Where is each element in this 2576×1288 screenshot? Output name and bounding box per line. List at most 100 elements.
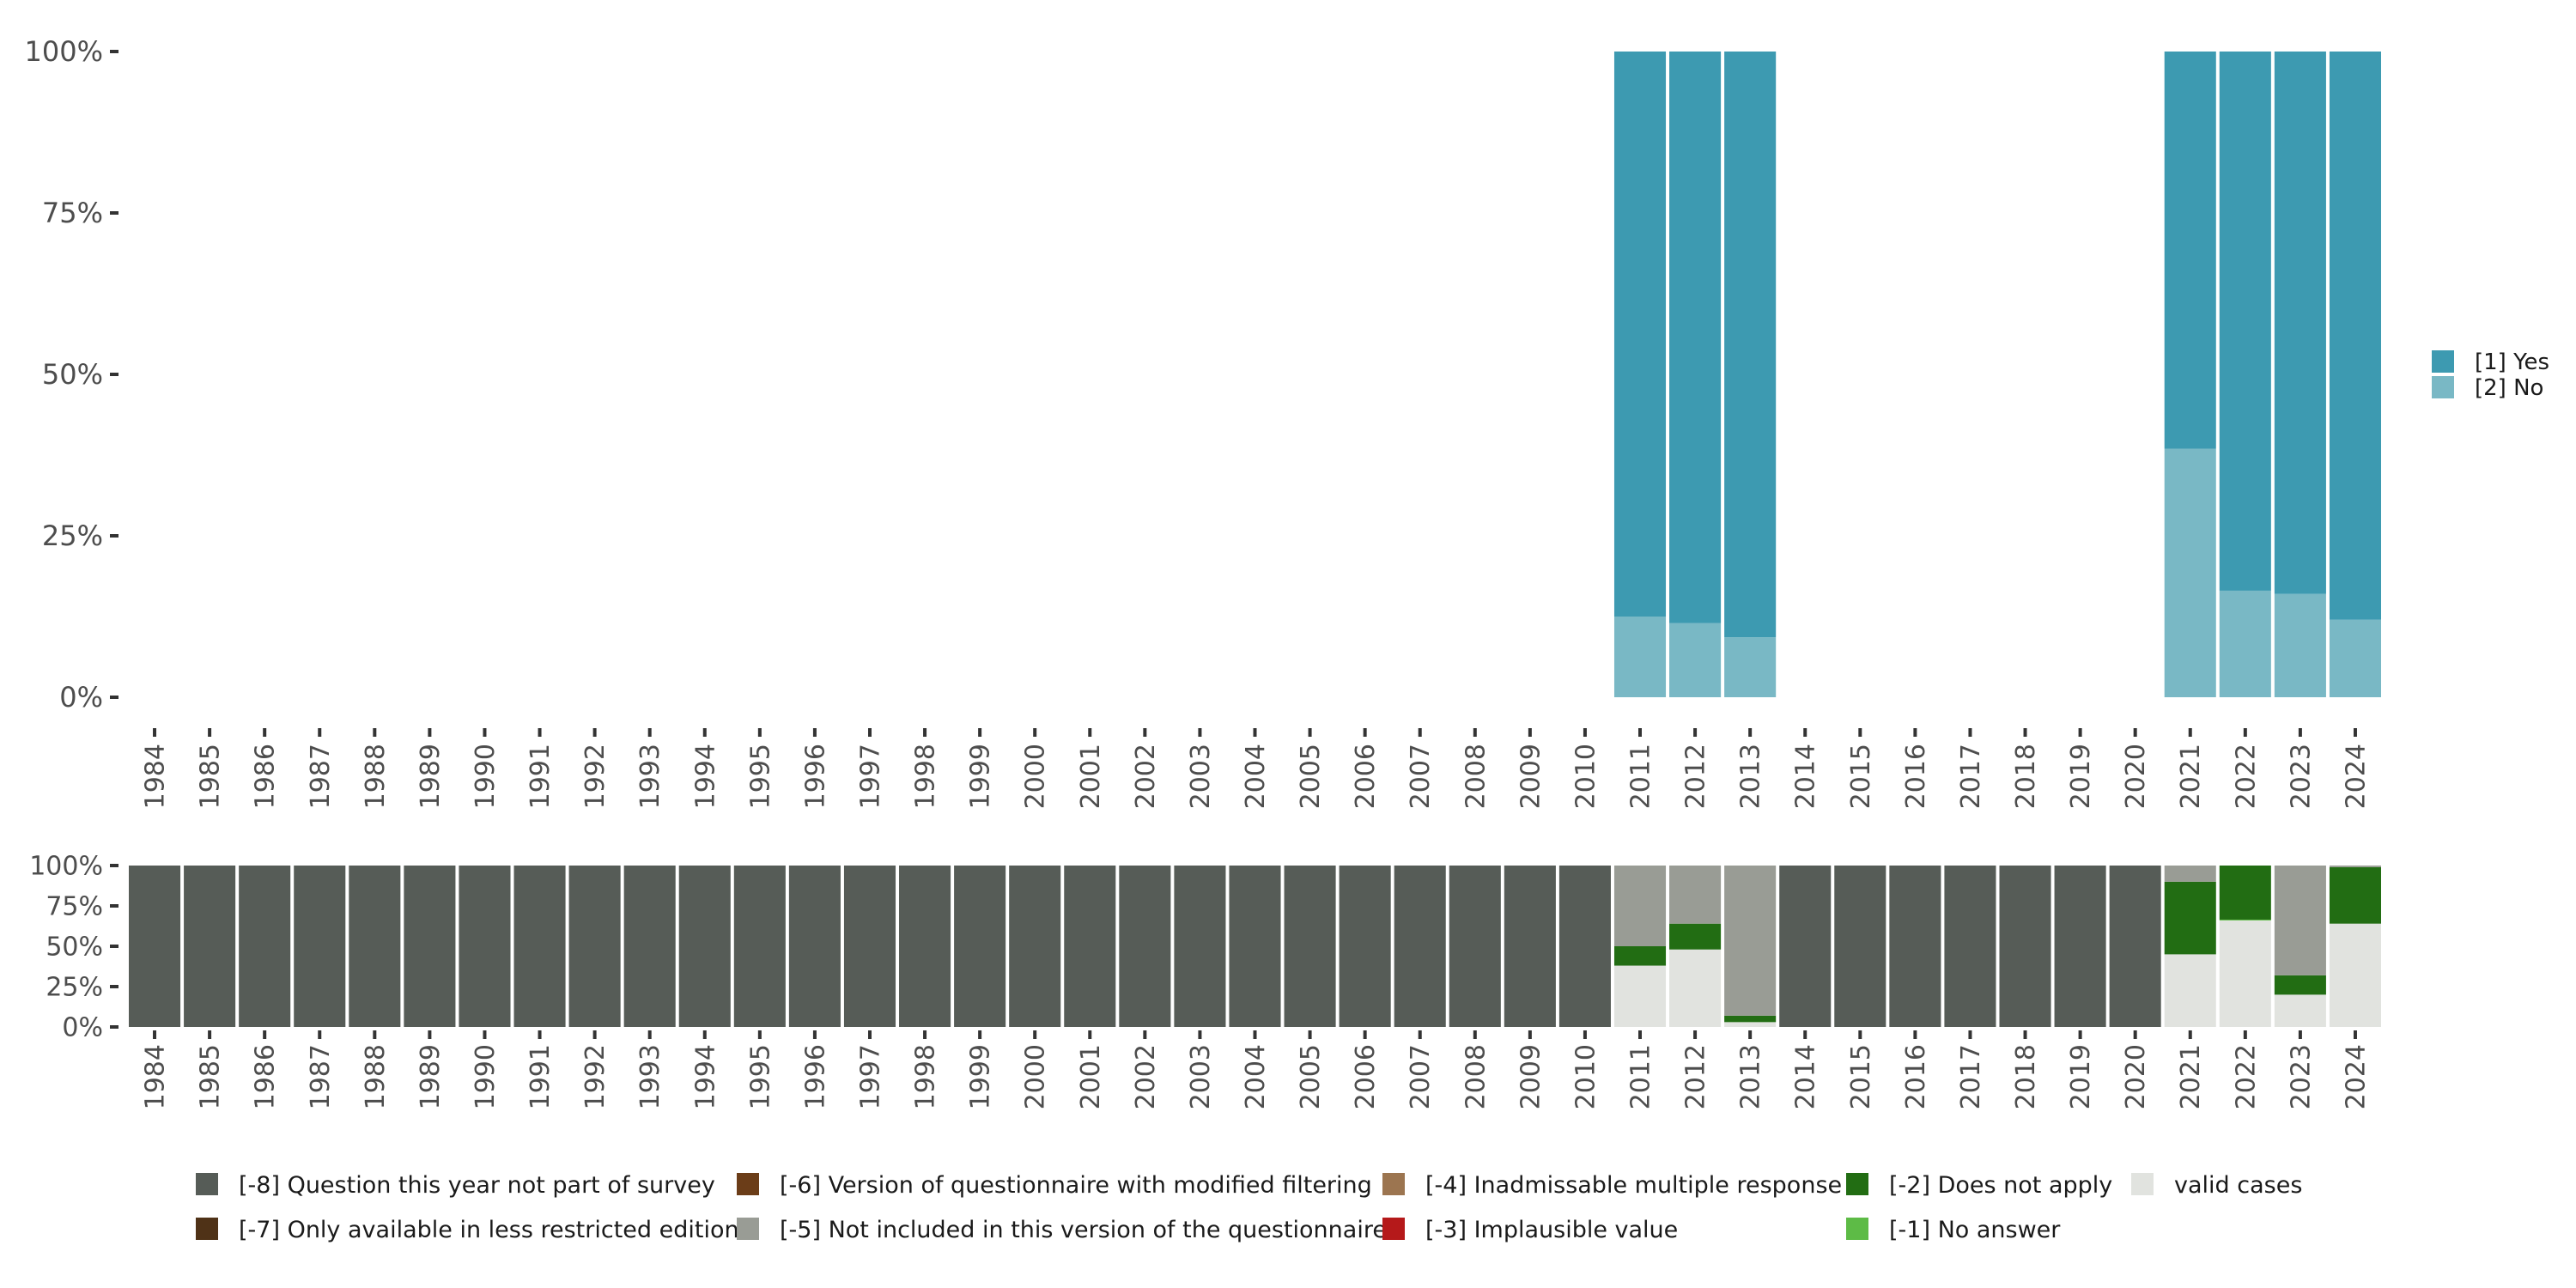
top-bar-segment bbox=[1724, 637, 1777, 697]
bottom-bar-segment bbox=[2164, 881, 2216, 955]
top-bar-segment bbox=[2164, 52, 2216, 449]
top-x-tick-label: 2018 bbox=[2011, 744, 2041, 809]
bottom-bar-segment bbox=[2219, 866, 2271, 920]
bottom-bar-segment bbox=[1229, 866, 1281, 1027]
bottom-legend-label: [-4] Inadmissable multiple response bbox=[1425, 1172, 1842, 1199]
bottom-bar-segment bbox=[349, 866, 401, 1027]
bottom-bar-segment bbox=[733, 866, 786, 1027]
bottom-bar-segment bbox=[1779, 866, 1832, 1027]
bottom-x-tick-label: 2013 bbox=[1736, 1044, 1766, 1109]
top-bar-segment bbox=[2219, 52, 2271, 591]
top-x-tick-label: 2021 bbox=[2176, 744, 2206, 809]
bottom-legend-swatch bbox=[2131, 1173, 2154, 1195]
top-bar-segment bbox=[1669, 623, 1722, 697]
bottom-bar-segment bbox=[2274, 994, 2326, 1027]
top-x-tick-label: 1985 bbox=[196, 744, 226, 809]
bottom-x-tick-label: 1990 bbox=[471, 1044, 501, 1109]
bottom-x-tick-label: 2003 bbox=[1186, 1044, 1216, 1109]
bottom-bar-segment bbox=[1724, 1022, 1777, 1027]
bottom-y-tick-label: 25% bbox=[46, 973, 103, 1003]
top-x-tick-label: 2006 bbox=[1351, 744, 1381, 809]
top-bar-segment bbox=[2219, 590, 2271, 697]
top-legend-swatch bbox=[2432, 376, 2454, 398]
top-x-tick-label: 2022 bbox=[2231, 744, 2261, 809]
bottom-bar-segment bbox=[1613, 866, 1667, 946]
bottom-bar-segment bbox=[899, 866, 951, 1027]
bottom-x-tick-label: 1984 bbox=[141, 1044, 171, 1109]
bottom-legend-swatch bbox=[1382, 1173, 1405, 1195]
bottom-bar-segment bbox=[1669, 923, 1722, 950]
top-y-tick-label: 50% bbox=[42, 358, 103, 391]
bottom-bar-segment bbox=[843, 866, 896, 1027]
bottom-bar-segment bbox=[184, 866, 236, 1027]
bottom-bar-segment bbox=[513, 866, 566, 1027]
bottom-bar-segment bbox=[1944, 866, 1996, 1027]
bottom-x-tick-label: 2005 bbox=[1296, 1044, 1326, 1109]
top-x-tick-label: 2016 bbox=[1901, 744, 1931, 809]
bottom-legend-swatch bbox=[737, 1218, 759, 1240]
bottom-x-tick-label: 2015 bbox=[1846, 1044, 1876, 1109]
top-x-tick-label: 1994 bbox=[690, 744, 720, 809]
bottom-bar-segment bbox=[2219, 920, 2271, 1027]
bottom-y-tick-label: 0% bbox=[62, 1013, 103, 1043]
bottom-bar-segment bbox=[2329, 923, 2381, 1027]
bottom-bar-segment bbox=[2274, 866, 2326, 975]
bottom-x-tick-label: 2021 bbox=[2176, 1044, 2206, 1109]
top-x-tick-label: 1988 bbox=[361, 744, 391, 809]
top-bar-segment bbox=[1613, 617, 1667, 697]
top-x-tick-label: 2010 bbox=[1571, 744, 1601, 809]
top-x-tick-label: 1984 bbox=[141, 744, 171, 809]
top-x-tick-label: 1990 bbox=[471, 744, 501, 809]
top-y-tick-label: 75% bbox=[42, 197, 103, 229]
bottom-bar-segment bbox=[1174, 866, 1226, 1027]
top-bar-segment bbox=[1669, 52, 1722, 623]
bottom-x-tick-label: 1996 bbox=[800, 1044, 830, 1109]
top-bar-segment bbox=[2329, 619, 2381, 697]
bottom-y-tick-label: 100% bbox=[29, 852, 103, 882]
bottom-y-tick-label: 75% bbox=[46, 892, 103, 922]
bottom-x-tick-label: 1998 bbox=[911, 1044, 941, 1109]
top-x-tick-label: 2000 bbox=[1021, 744, 1051, 809]
bottom-bar-segment bbox=[1339, 866, 1391, 1027]
bottom-legend: [-8] Question this year not part of surv… bbox=[196, 1172, 2302, 1243]
top-legend-label: [2] No bbox=[2475, 375, 2543, 401]
bottom-x-tick-label: 2024 bbox=[2341, 1044, 2371, 1109]
top-x-tick-label: 2007 bbox=[1406, 744, 1436, 809]
bottom-bar-segment bbox=[1009, 866, 1061, 1027]
top-x-tick-label: 2017 bbox=[1956, 744, 1986, 809]
top-x-tick-label: 2004 bbox=[1241, 744, 1271, 809]
top-x-tick-label: 2014 bbox=[1791, 744, 1821, 809]
bottom-legend-label: [-2] Does not apply bbox=[1889, 1172, 2112, 1199]
bottom-x-tick-label: 2023 bbox=[2286, 1044, 2316, 1109]
bottom-bar-segment bbox=[1999, 866, 2051, 1027]
bottom-x-tick-label: 2000 bbox=[1021, 1044, 1051, 1109]
top-x-tick-label: 1995 bbox=[745, 744, 775, 809]
bottom-bar-segment bbox=[1889, 866, 1941, 1027]
bottom-legend-swatch bbox=[196, 1173, 218, 1195]
bottom-legend-label: [-6] Version of questionnaire with modif… bbox=[780, 1172, 1372, 1199]
bottom-x-tick-label: 2008 bbox=[1461, 1044, 1491, 1109]
bottom-bar-segment bbox=[568, 866, 621, 1027]
bottom-bar-segment bbox=[954, 866, 1006, 1027]
top-bar-segment bbox=[2274, 52, 2326, 594]
bottom-x-tick-label: 2022 bbox=[2231, 1044, 2261, 1109]
bottom-x-tick-label: 2006 bbox=[1351, 1044, 1381, 1109]
bottom-bar-segment bbox=[1449, 866, 1501, 1027]
bottom-bar-segment bbox=[459, 866, 511, 1027]
top-x-tick-label: 1997 bbox=[855, 744, 885, 809]
top-x-tick-label: 2001 bbox=[1076, 744, 1106, 809]
top-x-tick-label: 1993 bbox=[635, 744, 665, 809]
bottom-bar-segment bbox=[1724, 1015, 1777, 1023]
bottom-legend-swatch bbox=[737, 1173, 759, 1195]
bottom-legend-swatch bbox=[1382, 1218, 1405, 1240]
top-x-tick-label: 2024 bbox=[2341, 744, 2371, 809]
bottom-x-tick-label: 2011 bbox=[1626, 1044, 1656, 1109]
top-panel: 0% 25% 50% 75% 100% 1984 1985 1986 1987 1988 1989 1… bbox=[25, 35, 2381, 809]
bottom-bar-segment bbox=[788, 866, 841, 1027]
top-legend: [1] Yes[2] No bbox=[2432, 349, 2549, 401]
bottom-bar-segment bbox=[1613, 946, 1667, 966]
top-x-tick-label: 2012 bbox=[1681, 744, 1711, 809]
top-legend-label: [1] Yes bbox=[2475, 349, 2549, 375]
bottom-x-tick-label: 1993 bbox=[635, 1044, 665, 1109]
